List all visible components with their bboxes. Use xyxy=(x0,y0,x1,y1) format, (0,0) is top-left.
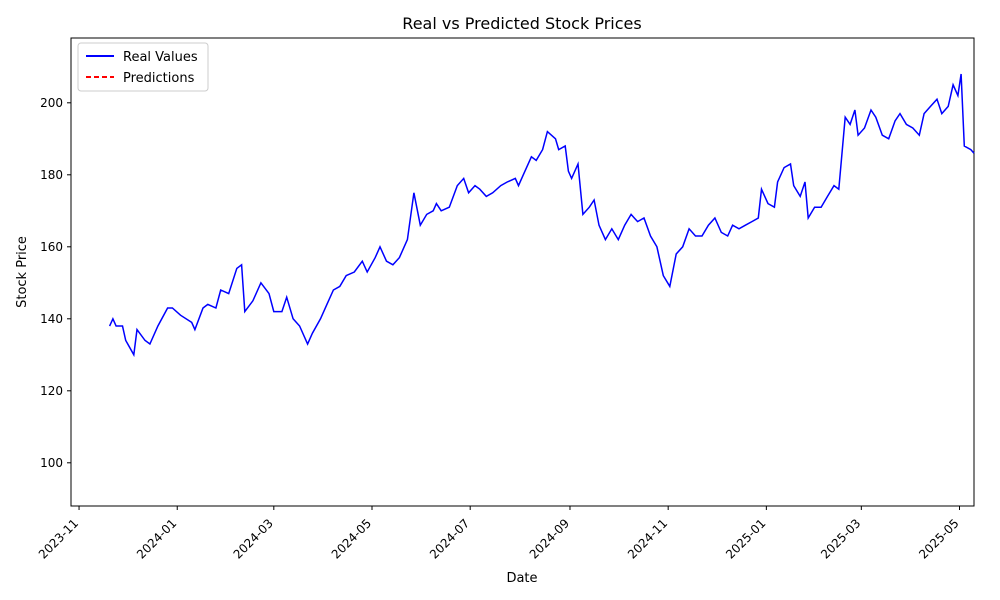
y-tick-label: 140 xyxy=(40,312,63,326)
x-tick-label: 2024-07 xyxy=(427,516,472,561)
y-axis: 100 120 140 160 180 200 xyxy=(40,96,71,470)
x-tick-label: 2024-05 xyxy=(329,516,374,561)
y-tick-label: 180 xyxy=(40,168,63,182)
x-tick-label: 2024-01 xyxy=(134,516,179,561)
y-tick-label: 160 xyxy=(40,240,63,254)
plot-frame xyxy=(70,37,975,507)
x-tick-label: 2024-03 xyxy=(231,516,276,561)
x-tick-label: 2023-11 xyxy=(36,516,81,561)
x-axis-title: Date xyxy=(506,571,537,586)
x-tick-label: 2025-01 xyxy=(723,516,768,561)
y-tick-label: 100 xyxy=(40,456,63,470)
x-tick-label: 2024-09 xyxy=(527,516,572,561)
x-tick-label: 2024-11 xyxy=(625,516,670,561)
x-tick-label: 2025-05 xyxy=(916,516,961,561)
legend: Real Values Predictions xyxy=(77,42,209,92)
legend-label: Real Values xyxy=(123,50,198,65)
x-axis: 2023-11 2024-01 2024-03 2024-05 2024-07 2024-… xyxy=(36,506,962,562)
x-tick-label: 2025-03 xyxy=(818,516,863,561)
y-axis-title: Stock Price xyxy=(15,236,30,308)
y-tick-label: 120 xyxy=(40,384,63,398)
series-layer xyxy=(108,73,975,358)
chart-title: Real vs Predicted Stock Prices xyxy=(402,14,641,33)
legend-label: Predictions xyxy=(123,71,195,86)
series-line-real-values xyxy=(108,73,975,358)
y-tick-label: 200 xyxy=(40,96,63,110)
